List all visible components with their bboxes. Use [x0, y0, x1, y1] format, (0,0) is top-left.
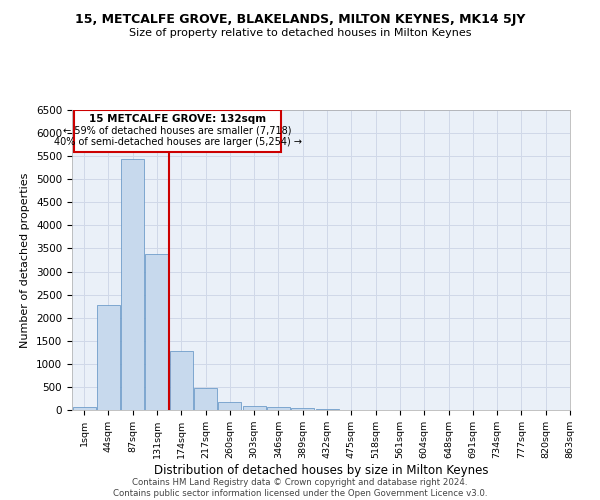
Text: ← 59% of detached houses are smaller (7,718): ← 59% of detached houses are smaller (7,…	[64, 126, 292, 136]
Bar	[291, 408, 314, 410]
Text: 15 METCALFE GROVE: 132sqm: 15 METCALFE GROVE: 132sqm	[89, 114, 266, 124]
Bar	[267, 406, 290, 410]
Bar	[121, 160, 144, 410]
Text: Size of property relative to detached houses in Milton Keynes: Size of property relative to detached ho…	[129, 28, 471, 38]
Bar	[242, 406, 266, 410]
X-axis label: Distribution of detached houses by size in Milton Keynes: Distribution of detached houses by size …	[154, 464, 488, 477]
Bar	[170, 350, 193, 410]
Bar	[97, 305, 120, 410]
FancyBboxPatch shape	[74, 110, 281, 152]
Text: 15, METCALFE GROVE, BLAKELANDS, MILTON KEYNES, MK14 5JY: 15, METCALFE GROVE, BLAKELANDS, MILTON K…	[75, 12, 525, 26]
Bar	[194, 388, 217, 410]
Bar	[145, 254, 169, 410]
Bar	[218, 402, 241, 410]
Y-axis label: Number of detached properties: Number of detached properties	[20, 172, 31, 348]
Bar	[316, 409, 338, 410]
Text: 40% of semi-detached houses are larger (5,254) →: 40% of semi-detached houses are larger (…	[53, 138, 302, 147]
Bar	[73, 406, 95, 410]
Text: Contains HM Land Registry data © Crown copyright and database right 2024.
Contai: Contains HM Land Registry data © Crown c…	[113, 478, 487, 498]
